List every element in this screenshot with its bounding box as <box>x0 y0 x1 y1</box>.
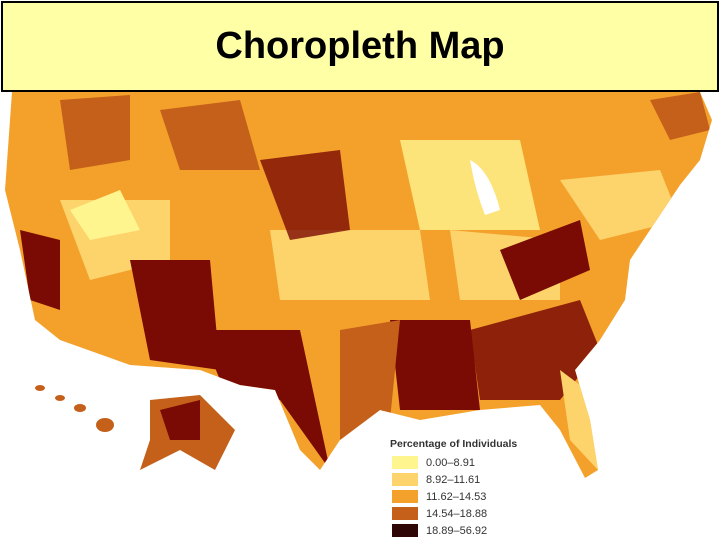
legend-item: 18.89–56.92 <box>392 522 536 539</box>
legend-label: 8.92–11.61 <box>426 473 481 486</box>
lake-michigan <box>470 160 500 215</box>
contiguous-states <box>5 92 712 478</box>
legend-swatch <box>392 473 418 486</box>
legend-label: 0.00–8.91 <box>426 456 475 469</box>
legend-item: 11.62–14.53 <box>392 488 536 505</box>
slide-title: Choropleth Map <box>215 25 505 67</box>
legend-swatch <box>392 524 418 537</box>
legend-title: Percentage of Individuals <box>390 438 518 450</box>
title-box: Choropleth Map <box>1 1 719 92</box>
legend-swatch <box>392 507 418 520</box>
legend-label: 11.62–14.53 <box>426 490 487 503</box>
legend: Percentage of Individuals 0.00–8.91 8.92–… <box>386 434 536 538</box>
legend-item: 8.92–11.61 <box>392 471 536 488</box>
legend-rows: 0.00–8.91 8.92–11.61 11.62–14.53 14.54–18.8… <box>386 454 536 539</box>
us-map <box>5 92 712 478</box>
hawaii <box>35 385 114 432</box>
legend-label: 14.54–18.88 <box>426 507 488 520</box>
legend-item: 0.00–8.91 <box>392 454 536 471</box>
legend-label: 18.89–56.92 <box>426 524 488 537</box>
alaska-region <box>160 400 200 440</box>
legend-swatch <box>392 490 418 503</box>
legend-item: 14.54–18.88 <box>392 505 536 522</box>
legend-swatch <box>392 456 418 469</box>
